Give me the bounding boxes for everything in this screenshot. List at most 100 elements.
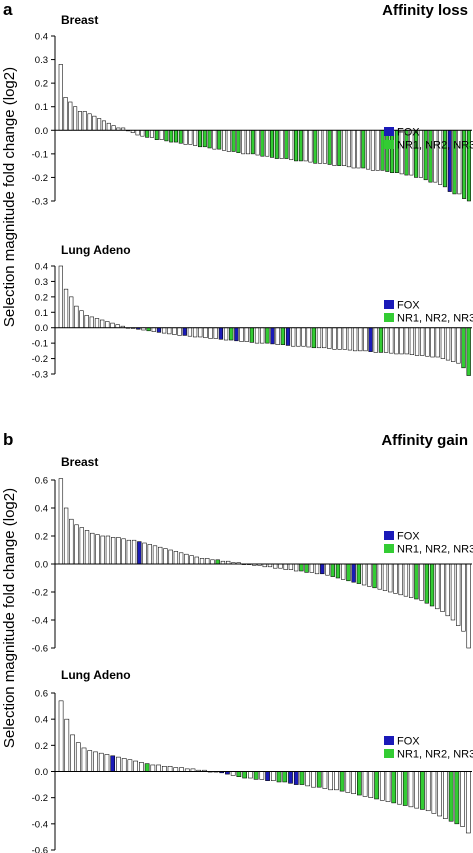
bar — [461, 563, 466, 632]
y-tick-label: -0.6 — [32, 644, 48, 655]
bar — [397, 771, 402, 805]
bar — [311, 771, 316, 788]
bar — [58, 478, 64, 565]
bar — [230, 771, 236, 776]
bar — [101, 120, 106, 131]
bar — [173, 767, 179, 772]
bar — [404, 327, 409, 355]
bar — [104, 754, 110, 772]
bar — [320, 563, 325, 575]
bar — [215, 559, 220, 565]
bar — [189, 555, 194, 565]
bar — [316, 327, 322, 349]
bar — [239, 327, 244, 342]
bar — [398, 563, 403, 596]
legend-swatch-fox — [384, 736, 394, 745]
bar — [366, 130, 371, 170]
y-tick-label: -0.2 — [32, 354, 48, 365]
chart-subtitle: Lung Adeno — [61, 668, 131, 682]
bar — [121, 758, 127, 772]
bar — [368, 327, 373, 352]
bar — [84, 530, 90, 565]
bar — [192, 327, 198, 338]
bar — [414, 563, 419, 600]
bar — [362, 771, 368, 797]
bar — [325, 563, 330, 576]
bar — [131, 539, 137, 565]
bar — [375, 130, 380, 171]
bar — [63, 288, 69, 328]
bar — [437, 771, 442, 817]
bar — [167, 327, 172, 335]
bar — [303, 130, 308, 162]
bar — [443, 771, 448, 819]
bar — [402, 771, 408, 806]
bar — [363, 327, 368, 352]
bar — [106, 122, 111, 131]
bar — [313, 130, 318, 164]
bar — [74, 305, 79, 328]
bar — [299, 771, 305, 785]
bar — [234, 327, 239, 342]
bar — [183, 130, 188, 145]
bar — [414, 327, 420, 356]
y-tick-label: 0.0 — [35, 323, 48, 334]
bar — [361, 563, 367, 586]
bar — [79, 527, 84, 565]
bar — [339, 771, 345, 792]
bar — [203, 327, 208, 339]
panel-b-title: Affinity gain — [381, 432, 468, 449]
bar — [74, 524, 79, 565]
bar — [279, 130, 284, 159]
y-tick-label: -0.4 — [32, 819, 48, 830]
bar — [298, 130, 303, 162]
bar — [199, 558, 205, 565]
bar — [126, 539, 131, 565]
bar — [241, 130, 246, 155]
bar — [278, 563, 283, 569]
bar — [433, 130, 438, 183]
bar — [370, 130, 375, 171]
bar — [288, 563, 294, 570]
bar — [229, 327, 234, 341]
bar — [385, 771, 391, 802]
bar — [448, 771, 454, 822]
y-tick-label: -0.3 — [32, 197, 48, 208]
legend-label-fox: FOX — [397, 531, 420, 543]
panel-a-y-axis-label: Selection magnitude fold change (log2) — [1, 67, 18, 327]
chart-b-lung-adeno: Lung Adeno -0.6 -0.4 -0.2 0.0 0.2 0.4 0.6 FOXNR1… — [32, 668, 473, 853]
bar — [409, 327, 415, 355]
bar — [351, 130, 356, 169]
bar — [305, 771, 311, 787]
legend-label-fox: FOX — [397, 736, 420, 748]
bar — [273, 563, 278, 569]
y-tick-label: 0.3 — [35, 55, 48, 66]
bar — [111, 537, 116, 565]
bar — [202, 130, 207, 148]
bar — [308, 130, 313, 163]
bar — [158, 546, 163, 565]
bar — [420, 327, 425, 356]
chart-a-lung-adeno: Lung Adeno -0.3 -0.2 -0.1 0.0 0.1 0.2 0.3 0.4 FOX… — [32, 243, 473, 381]
bar — [419, 563, 424, 601]
bar — [69, 518, 74, 565]
bar — [169, 130, 174, 143]
bar — [193, 130, 198, 146]
bar — [63, 507, 69, 565]
panel-b-y-axis-label: Selection magnitude fold change (log2) — [1, 488, 18, 748]
y-tick-label: -0.3 — [32, 370, 48, 381]
bar — [177, 327, 182, 336]
bar — [461, 327, 466, 369]
bar — [334, 771, 339, 791]
legend-label-nr: NR1, NR2, NR3 — [397, 140, 473, 152]
bar — [87, 113, 92, 131]
bar — [391, 771, 397, 804]
bar — [81, 747, 87, 772]
bar — [356, 563, 362, 584]
bar — [260, 130, 265, 157]
bar — [210, 559, 215, 565]
bar — [270, 327, 275, 345]
bar — [105, 321, 110, 328]
y-tick-label: 0.1 — [35, 308, 48, 319]
bar — [236, 771, 242, 778]
